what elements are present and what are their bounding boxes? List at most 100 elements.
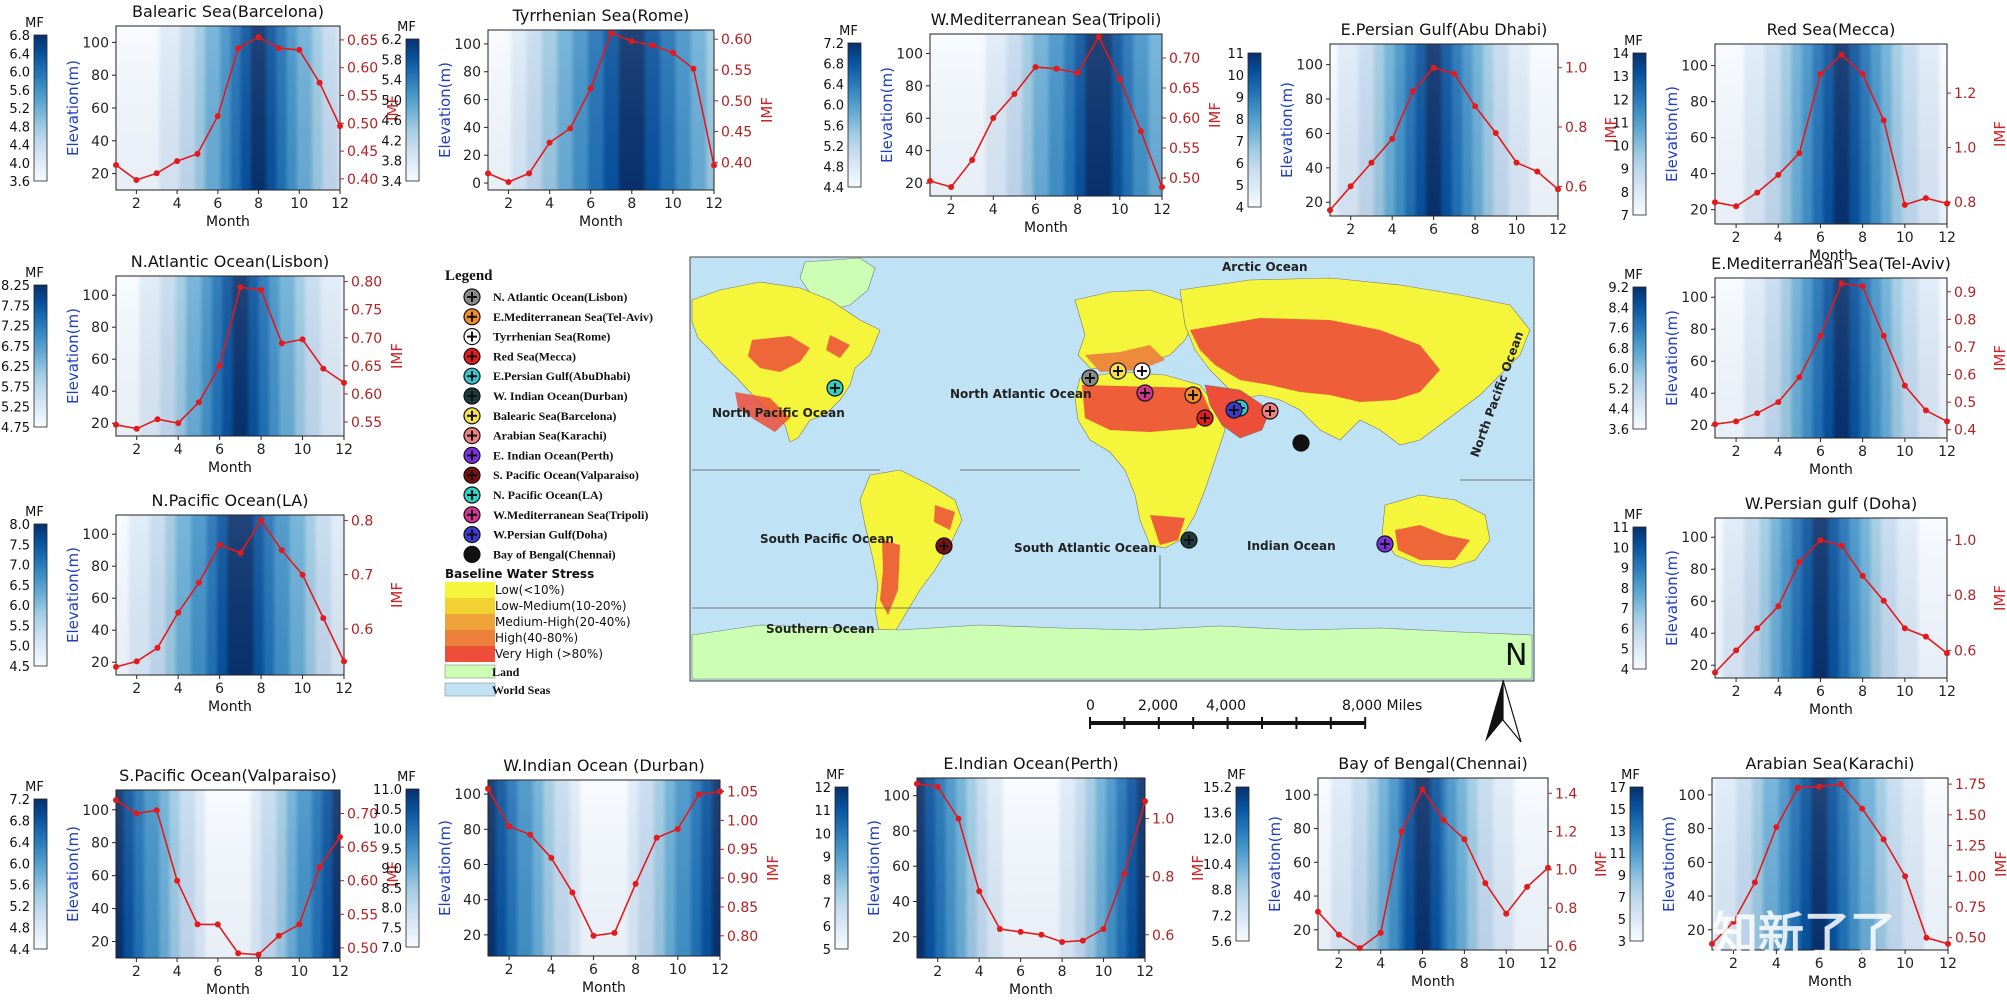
imf-series-line bbox=[487, 32, 715, 183]
indian-ocean-label: Indian Ocean bbox=[1247, 539, 1336, 553]
y-axis-label: Elevation(m) bbox=[865, 820, 883, 916]
imf-point bbox=[569, 889, 576, 896]
x-tick-label: 8 bbox=[1058, 964, 1067, 980]
imf-point bbox=[1335, 931, 1342, 938]
x-tick-label: 4 bbox=[174, 681, 183, 697]
imf-point bbox=[546, 139, 553, 146]
imf-point bbox=[1389, 135, 1396, 142]
y2-tick-label: 0.85 bbox=[727, 900, 758, 916]
imf-point bbox=[1796, 374, 1803, 381]
station-marker bbox=[1180, 531, 1198, 549]
imf-point bbox=[216, 362, 223, 369]
y2-axis-label: IMF bbox=[758, 97, 776, 123]
colorbar-tick-label: 3.6 bbox=[1608, 423, 1629, 438]
y-tick-label: 60 bbox=[1305, 126, 1323, 142]
colorbar-tick-label: 5 bbox=[823, 943, 831, 958]
colorbar-tick-label: 7.0 bbox=[9, 559, 30, 574]
y2-axis-label: IMF bbox=[1992, 851, 2007, 877]
y-tick-label: 100 bbox=[896, 46, 923, 62]
y2-tick-label: 0.8 bbox=[1954, 195, 1976, 211]
y-axis-label: Elevation(m) bbox=[1663, 86, 1681, 182]
y-tick-label: 80 bbox=[91, 68, 109, 84]
x-tick-label: 10 bbox=[1497, 956, 1515, 972]
colorbar-title: MF bbox=[839, 24, 858, 39]
imf-point bbox=[505, 179, 512, 185]
imf-point bbox=[237, 550, 244, 556]
imf-point bbox=[174, 877, 181, 884]
panel-title: S.Pacific Ocean(Valparaiso) bbox=[119, 766, 337, 785]
y2-tick-label: 1.50 bbox=[1955, 808, 1986, 824]
stress-legend-item: Medium-High(20-40%) bbox=[445, 614, 631, 630]
colorbar-tick-label: 14 bbox=[1612, 47, 1629, 62]
imf-point bbox=[669, 49, 676, 56]
y-tick-label: 40 bbox=[1293, 889, 1311, 905]
imf-point bbox=[1347, 183, 1354, 190]
imf-point bbox=[695, 791, 702, 798]
imf-point bbox=[1419, 786, 1426, 793]
y2-tick-label: 1.05 bbox=[727, 785, 758, 801]
x-tick-label: 2 bbox=[1732, 684, 1741, 700]
colorbar-tick-label: 8 bbox=[1621, 186, 1629, 201]
x-tick-label: 4 bbox=[1774, 684, 1783, 700]
legend-item-label: Tyrrhenian Sea(Rome) bbox=[493, 330, 610, 344]
imf-point bbox=[1838, 51, 1845, 58]
y2-tick-label: 0.6 bbox=[1555, 939, 1577, 955]
imf-point bbox=[1712, 421, 1718, 428]
colorbar-title: MF bbox=[1621, 768, 1640, 783]
station-marker bbox=[1081, 369, 1099, 387]
y-tick-label: 80 bbox=[905, 79, 923, 95]
colorbar-tick-label: 10.4 bbox=[1203, 858, 1232, 873]
colorbar-tick-label: 4.75 bbox=[1, 421, 30, 436]
imf-series-line bbox=[1317, 787, 1549, 950]
y-tick-label: 80 bbox=[1293, 822, 1311, 838]
y-tick-label: 20 bbox=[91, 655, 109, 671]
imf-point bbox=[1315, 908, 1321, 915]
imf-point bbox=[690, 65, 697, 72]
imf-point bbox=[1430, 64, 1437, 71]
colorbar-tick-label: 6 bbox=[823, 920, 831, 935]
plot-frame bbox=[1329, 43, 1559, 217]
colorbar bbox=[33, 284, 48, 428]
x-tick-label: 6 bbox=[1816, 444, 1825, 460]
colorbar-tick-label: 6.0 bbox=[823, 99, 844, 114]
y-tick-label: 100 bbox=[883, 789, 910, 805]
plot-frame bbox=[487, 779, 721, 957]
x-axis-label: Month bbox=[208, 460, 252, 476]
x-tick-label: 4 bbox=[1376, 956, 1385, 972]
colorbar-title: MF bbox=[1227, 768, 1246, 783]
y2-tick-label: 0.45 bbox=[721, 125, 752, 141]
panel-title: Arabian Sea(Karachi) bbox=[1745, 754, 1914, 773]
imf-point bbox=[1095, 34, 1102, 40]
imf-point bbox=[113, 663, 119, 670]
imf-point bbox=[1038, 931, 1045, 938]
y-tick-label: 20 bbox=[1293, 923, 1311, 939]
colorbar-title: MF bbox=[25, 505, 44, 520]
colorbar-tick-label: 7 bbox=[823, 897, 831, 912]
x-tick-label: 10 bbox=[1896, 956, 1914, 972]
colorbar-tick-label: 11 bbox=[1609, 847, 1626, 862]
legend-title: Legend bbox=[445, 268, 493, 284]
colorbar-tick-label: 5.8 bbox=[381, 53, 402, 68]
x-tick-label: 2 bbox=[504, 196, 513, 212]
x-tick-label: 10 bbox=[664, 196, 682, 212]
y-tick-label: 60 bbox=[1690, 131, 1708, 147]
imf-point bbox=[1794, 784, 1801, 791]
panel-title: N.Atlantic Ocean(Lisbon) bbox=[131, 252, 329, 271]
y2-tick-label: 0.70 bbox=[1169, 51, 1200, 67]
panel-lisbon: N.Atlantic Ocean(Lisbon) 2 4 6 8 10 12 Month 20 4… bbox=[1, 252, 406, 476]
colorbar-tick-label: 8 bbox=[1621, 582, 1629, 597]
colorbar-tick-label: 3 bbox=[1618, 935, 1626, 950]
imf-point bbox=[296, 921, 303, 928]
station-marker bbox=[1196, 409, 1214, 427]
panel-chennai: Bay of Bengal(Chennai) 2 4 6 8 10 12 Month 20 40 6… bbox=[1203, 754, 1610, 990]
panel-title: W.Persian gulf (Doha) bbox=[1745, 494, 1917, 513]
y2-tick-label: 0.5 bbox=[1954, 395, 1976, 411]
y2-tick-label: 0.8 bbox=[1954, 588, 1976, 604]
y-tick-label: 60 bbox=[463, 93, 481, 109]
imf-point bbox=[316, 864, 323, 871]
x-tick-label: 12 bbox=[1549, 222, 1567, 238]
y2-tick-label: 0.7 bbox=[351, 568, 373, 584]
x-tick-label: 12 bbox=[1539, 956, 1557, 972]
colorbar-tick-label: 9 bbox=[823, 850, 831, 865]
x-tick-label: 12 bbox=[1938, 684, 1956, 700]
